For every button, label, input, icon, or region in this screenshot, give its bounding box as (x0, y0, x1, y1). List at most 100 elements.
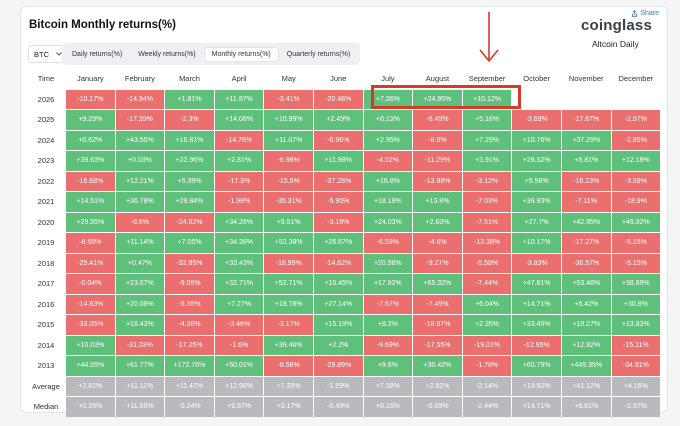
return-cell: +3.91% (462, 151, 512, 171)
return-cell: -0.04% (66, 274, 115, 294)
return-cell: -2.97% (611, 110, 661, 130)
tab-daily-returns[interactable]: Daily returns(%) (72, 50, 123, 58)
return-cell: +10.17% (512, 233, 561, 253)
column-header: Time (37, 74, 55, 84)
return-cell: -14.83% (66, 294, 115, 314)
return-cell (562, 90, 611, 110)
return-cell: -18.99% (264, 253, 313, 273)
summary-cell: -2.44% (462, 397, 512, 417)
return-cell: -15.11% (611, 335, 661, 355)
return-cell: -1.6% (214, 335, 264, 355)
table-row: 2014 +10.03% -31.03% -17.25% -1.6% +39.46% +2.… (27, 335, 661, 357)
table-row: 2025 +9.29% -17.39% -2.3% +14.08% +10.99% +2.4… (27, 110, 661, 131)
return-cell: +2.49% (313, 110, 363, 130)
return-cell: +1.81% (165, 89, 214, 109)
return-cell: -5.95% (313, 192, 363, 212)
return-cell: -14.62% (313, 253, 363, 273)
return-cell: -24.92% (165, 212, 214, 232)
return-cell: -14.76% (214, 130, 264, 150)
summary-label: Median (33, 402, 59, 412)
table-row: 2018 -25.41% +0.47% -32.85% +33.43% -18.99% -1… (27, 253, 661, 275)
return-cell: -17.3% (214, 171, 264, 191)
return-cell: -8.6% (115, 212, 165, 232)
return-cell: +10.45% (313, 274, 363, 294)
summary-cell: -2.14% (462, 376, 512, 396)
return-cell: +33.49% (512, 315, 561, 335)
return-cell: +38.89% (611, 274, 661, 294)
return-cell: +10.76% (512, 130, 561, 150)
return-cell: +39.93% (512, 192, 561, 212)
return-cell: -8.58% (66, 233, 115, 253)
column-header: April (231, 74, 247, 84)
row-year-label: 2024 (37, 135, 55, 145)
return-cell: -5.35% (165, 294, 214, 314)
return-cell: +50.01% (214, 356, 264, 376)
return-cell: -14.94% (115, 89, 165, 109)
return-cell: -17.67% (561, 110, 611, 130)
return-cell: +61.77% (115, 356, 165, 376)
return-cell: +27.14% (313, 294, 363, 314)
return-cell: +14.71% (512, 294, 561, 314)
return-cell: -34.81% (611, 356, 661, 376)
return-cell: -3.83% (512, 253, 561, 273)
return-cell: -16.68% (66, 171, 115, 191)
return-cell: -3.41% (264, 89, 313, 109)
table-row: 2016 -14.83% +20.08% -5.35% +7.27% +18.78% +27… (27, 294, 661, 316)
summary-cell: +9.57% (214, 397, 264, 417)
return-cell: +11.07% (264, 130, 313, 150)
return-cell: +52.71% (264, 274, 313, 294)
column-header: October (523, 74, 550, 84)
summary-cell: +7.35% (264, 376, 313, 396)
return-cell: +2.83% (413, 212, 462, 232)
return-cell: +34.36% (214, 233, 264, 253)
tab-monthly-returns[interactable]: Monthly returns(%) (204, 47, 278, 61)
summary-cell: -0.49% (313, 397, 363, 417)
share-button[interactable]: Share (631, 10, 659, 17)
summary-cell: +0.29% (66, 397, 115, 417)
return-cell: +11.98% (313, 151, 363, 171)
coinglass-logo: coinglass (581, 17, 652, 34)
tab-quarterly-returns[interactable]: Quarterly returns(%) (286, 50, 351, 58)
summary-row: Average +2.81% +11.11% +11.47% +12.98% +7.35%… (27, 376, 661, 398)
summary-cell: +11.68% (115, 397, 165, 417)
return-cell: -18.67% (413, 315, 462, 335)
return-cell: +17.92% (363, 274, 413, 294)
row-year-label: 2018 (37, 258, 55, 268)
return-cell: -8.56% (264, 356, 313, 376)
monthly-returns-table: Time January February March April May June July… (27, 69, 661, 418)
summary-cell: +14.71% (512, 397, 561, 417)
return-cell: +23.07% (115, 274, 165, 294)
return-cell: -5.58% (462, 253, 512, 273)
summary-label: Average (32, 381, 60, 391)
return-cell: +16.8% (363, 171, 413, 191)
table-row: 2022 -16.68% +12.21% +5.39% -17.3% -15.6% -37.… (27, 171, 661, 193)
return-cell: -4.38% (165, 315, 214, 335)
return-cell: +9.6% (363, 356, 413, 376)
table-row: 2023 +39.63% +0.03% +22.96% +2.81% -6.98% +11.… (27, 151, 661, 172)
return-cell: +37.29% (561, 130, 611, 150)
return-cell: +65.32% (413, 274, 462, 294)
summary-cell: +8.16% (363, 397, 413, 417)
summary-cell: +2.81% (66, 376, 115, 396)
return-cell: +12.82% (561, 335, 611, 355)
tab-weekly-returns[interactable]: Weekly returns(%) (138, 50, 196, 58)
return-cell: -7.51% (462, 212, 512, 232)
return-cell: +10.99% (264, 110, 313, 130)
return-cell: +30.8% (611, 294, 661, 314)
return-cell: +2.95% (363, 130, 413, 150)
return-cell: -20.48% (313, 89, 363, 109)
row-year-label: 2023 (37, 156, 55, 166)
return-cell: -37.28% (313, 171, 363, 191)
column-header: September (468, 74, 506, 84)
return-cell: -9.05% (165, 274, 214, 294)
summary-cell: +2.82% (413, 376, 462, 396)
return-cell: +2.81% (214, 151, 264, 171)
return-cell: +8.2% (363, 315, 413, 335)
return-cell: +26.67% (313, 233, 363, 253)
return-cell: +12.21% (115, 171, 165, 191)
table-row: 2015 -33.05% +18.43% -4.38% -3.46% -3.17% +15.… (27, 315, 661, 336)
return-cell: -3.69% (512, 110, 561, 130)
table-row: 2017 -0.04% +23.07% -9.05% +32.71% +52.71% +10… (27, 274, 661, 295)
return-cell: +7.36% (363, 89, 413, 109)
summary-cell: +19.92% (512, 376, 561, 396)
